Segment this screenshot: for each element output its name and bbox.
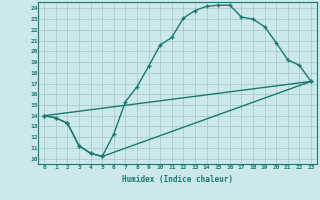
X-axis label: Humidex (Indice chaleur): Humidex (Indice chaleur) [122,175,233,184]
